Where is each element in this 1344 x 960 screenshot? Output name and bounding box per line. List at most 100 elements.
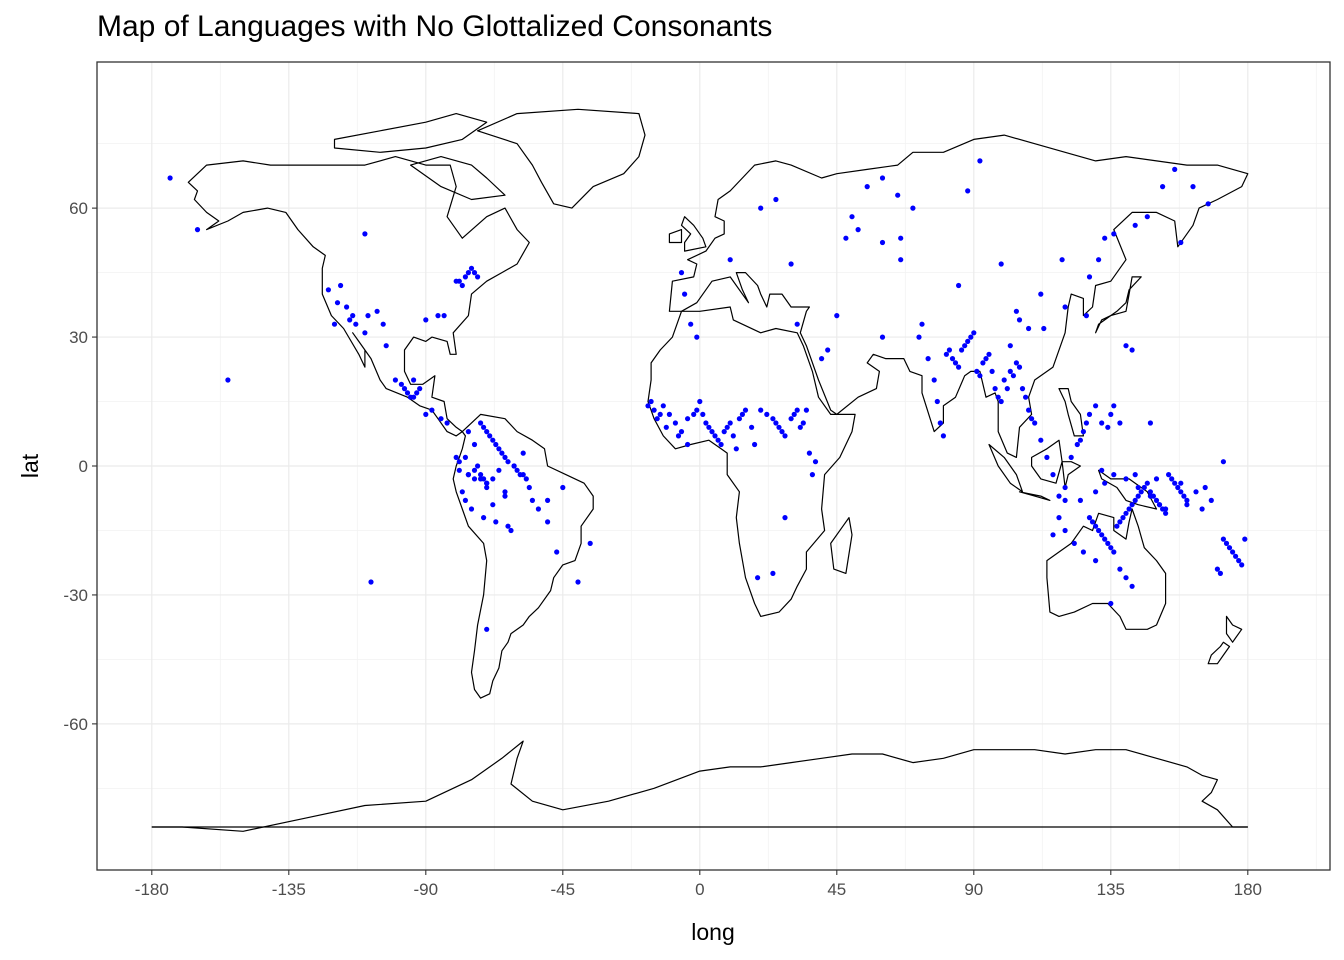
language-point: [1129, 583, 1135, 589]
language-point: [709, 429, 715, 435]
language-point: [465, 472, 471, 478]
language-point: [1239, 562, 1245, 568]
language-point: [514, 467, 520, 473]
language-point: [456, 459, 462, 465]
language-point: [916, 334, 922, 340]
language-point: [666, 411, 673, 417]
language-point: [943, 351, 950, 357]
language-point: [225, 377, 231, 383]
language-point: [453, 454, 459, 460]
language-point: [1102, 536, 1108, 542]
language-point: [438, 416, 444, 422]
language-point: [481, 424, 487, 430]
language-point: [414, 390, 420, 396]
language-point: [1220, 459, 1226, 465]
x-tick-label: 180: [1234, 880, 1262, 899]
language-point: [459, 282, 465, 289]
language-point: [712, 433, 718, 439]
language-point: [1111, 403, 1117, 409]
language-point: [1032, 420, 1038, 426]
grid-major: [97, 62, 1330, 870]
language-point: [727, 257, 733, 263]
language-point: [481, 515, 487, 521]
y-tick-label: 30: [69, 328, 88, 347]
language-point: [773, 196, 779, 203]
language-point: [502, 493, 508, 499]
language-point: [819, 356, 825, 362]
language-point: [1080, 429, 1086, 435]
language-point: [995, 394, 1001, 400]
language-point: [694, 407, 700, 413]
language-point: [481, 476, 487, 482]
language-point: [925, 356, 931, 362]
language-point: [465, 429, 471, 435]
language-point: [1144, 214, 1150, 220]
language-point: [718, 441, 724, 448]
y-tick-label: 0: [79, 457, 88, 476]
language-point: [545, 497, 551, 503]
language-point: [1013, 360, 1020, 366]
language-point: [1050, 532, 1056, 538]
language-point: [1062, 304, 1068, 310]
language-point: [411, 394, 417, 400]
language-point: [1044, 454, 1050, 460]
language-point: [1007, 343, 1013, 349]
language-point: [1163, 506, 1169, 512]
language-point: [1096, 527, 1102, 534]
language-point: [1093, 558, 1099, 564]
language-point: [971, 330, 977, 336]
language-point: [1093, 523, 1099, 529]
language-point: [362, 330, 368, 336]
language-point: [1123, 575, 1129, 581]
language-point: [1007, 368, 1013, 374]
language-point: [1038, 437, 1044, 443]
language-point: [1077, 437, 1083, 443]
language-point: [1181, 493, 1187, 499]
x-tick-label: 90: [964, 880, 983, 899]
language-point: [523, 476, 529, 482]
language-point: [1117, 519, 1123, 525]
south-america-outline: [452, 413, 594, 699]
language-point: [946, 347, 953, 353]
language-point: [1214, 566, 1220, 572]
language-point: [1041, 325, 1047, 332]
africa-outline: [647, 306, 856, 617]
antarctica-outline: [151, 740, 1248, 832]
language-point: [1013, 308, 1020, 314]
language-point: [782, 515, 788, 521]
y-tick-label: -30: [63, 586, 88, 605]
language-point: [879, 175, 886, 181]
language-point: [1223, 540, 1230, 547]
language-point: [678, 429, 685, 435]
language-point: [1029, 416, 1035, 422]
x-tick-label: 45: [827, 880, 846, 899]
language-point: [864, 184, 870, 190]
language-point: [1175, 484, 1181, 491]
language-point: [1089, 519, 1096, 525]
language-point: [803, 407, 810, 413]
language-point: [843, 235, 849, 241]
language-point: [1208, 497, 1214, 503]
language-point: [742, 407, 749, 413]
language-point: [1083, 313, 1089, 319]
language-point: [1077, 497, 1083, 503]
language-point: [895, 192, 901, 198]
language-point: [764, 411, 770, 417]
language-point: [1205, 201, 1211, 207]
language-point: [411, 377, 417, 383]
language-point: [1126, 506, 1132, 512]
language-point: [1129, 347, 1135, 353]
language-points: [167, 158, 1248, 632]
y-axis-title: lat: [17, 453, 43, 478]
language-point: [956, 364, 962, 370]
language-point: [331, 321, 338, 327]
language-point: [444, 420, 450, 426]
language-point: [496, 467, 502, 473]
x-tick-label: -135: [272, 880, 306, 899]
language-point: [526, 484, 532, 491]
language-point: [508, 527, 514, 534]
language-point: [776, 424, 782, 430]
language-point: [657, 411, 663, 417]
language-point: [1059, 257, 1065, 263]
language-point: [1019, 386, 1026, 392]
